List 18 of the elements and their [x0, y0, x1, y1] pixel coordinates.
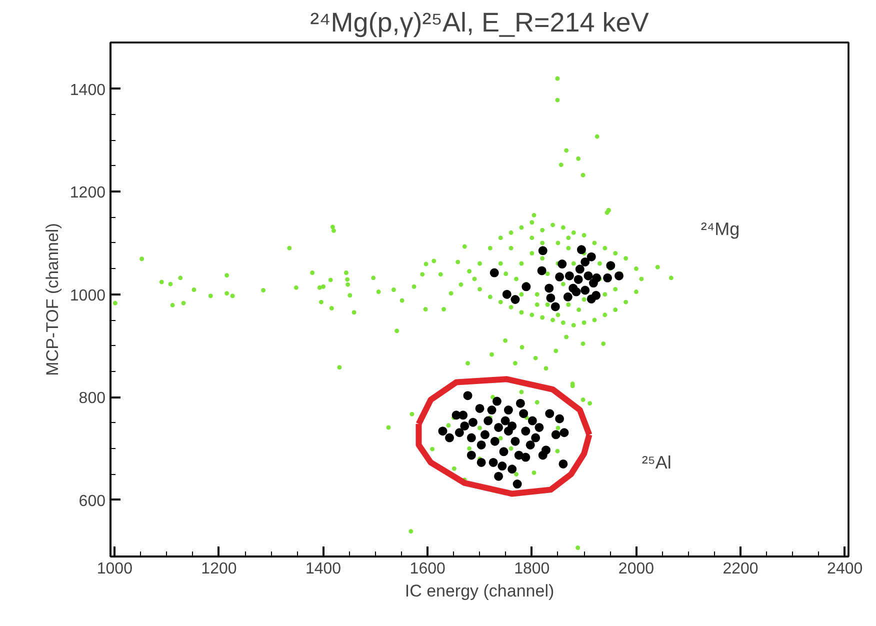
- y-tick-label: 1000: [70, 287, 106, 304]
- y-tick-label: 600: [78, 492, 106, 510]
- x-tick-label: 1800: [514, 560, 550, 578]
- x-tick-label: 2400: [827, 560, 863, 578]
- x-tick-label: 1200: [201, 560, 237, 578]
- x-tick-label: 1600: [410, 560, 446, 578]
- y-tick-label: 800: [78, 390, 106, 408]
- y-tick-label: 1400: [70, 82, 106, 99]
- chart-title: ²⁴Mg(p,γ)²⁵Al, E_R=214 keV: [310, 8, 649, 38]
- y-axis-title: MCP-TOF (channel): [42, 223, 62, 376]
- x-axis-title: IC energy (channel): [404, 582, 554, 600]
- annotation: ²⁴Mg: [700, 219, 740, 240]
- x-tick-label: 2200: [722, 560, 758, 578]
- x-tick-label: 1000: [96, 560, 133, 578]
- x-tick-label: 2000: [618, 560, 654, 578]
- y-tick-label: 1200: [70, 184, 106, 202]
- annotation: ²⁵Al: [642, 452, 672, 472]
- x-tick-label: 1400: [305, 560, 342, 578]
